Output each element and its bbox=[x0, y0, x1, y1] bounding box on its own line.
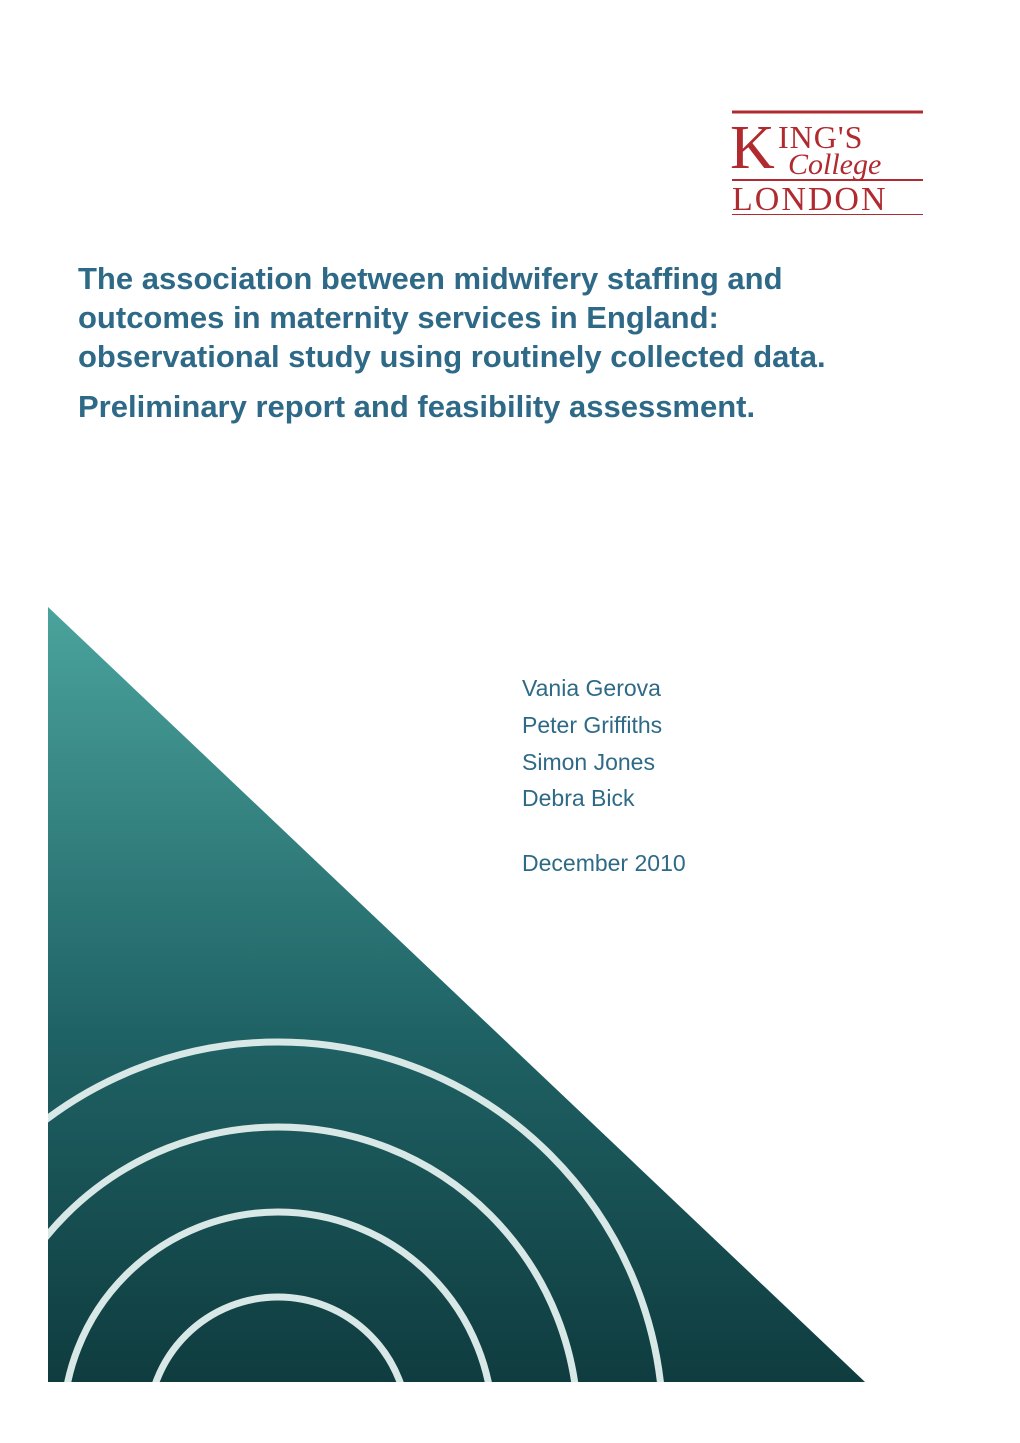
svg-text:College: College bbox=[788, 148, 881, 181]
authors-list: Vania Gerova Peter Griffiths Simon Jones… bbox=[522, 670, 872, 817]
svg-text:K: K bbox=[730, 114, 775, 182]
author-name: Vania Gerova bbox=[522, 670, 872, 707]
author-name: Simon Jones bbox=[522, 744, 872, 781]
title-block: The association between midwifery staffi… bbox=[78, 260, 868, 427]
report-title: The association between midwifery staffi… bbox=[78, 260, 868, 376]
kings-college-logo: K ING'S College LONDON bbox=[730, 110, 925, 215]
author-name: Debra Bick bbox=[522, 780, 872, 817]
svg-text:LONDON: LONDON bbox=[732, 181, 888, 215]
report-cover-page: K ING'S College LONDON The association b… bbox=[0, 0, 1020, 1443]
author-name: Peter Griffiths bbox=[522, 707, 872, 744]
publication-date: December 2010 bbox=[522, 850, 686, 877]
report-subtitle: Preliminary report and feasibility asses… bbox=[78, 388, 868, 427]
